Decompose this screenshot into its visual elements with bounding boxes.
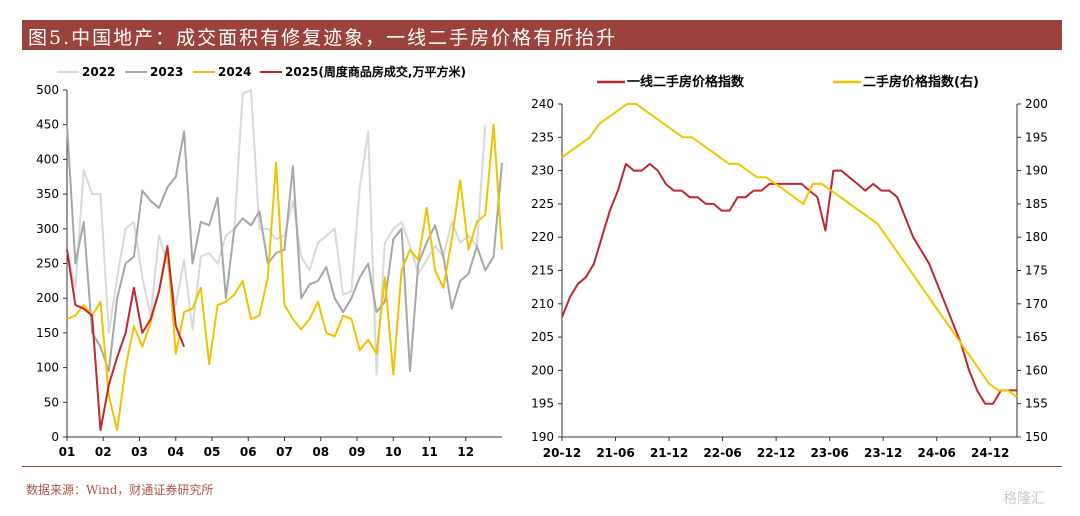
left-y-tick-label: 215 [531, 264, 554, 278]
y-tick-label: 400 [36, 152, 59, 166]
x-tick-label: 09 [349, 445, 366, 459]
x-tick-label: 10 [385, 445, 402, 459]
x-tick-label: 23-12 [864, 446, 902, 460]
x-tick-label: 24-06 [918, 446, 956, 460]
source-note: 数据来源：Wind，财通证券研究所 [26, 483, 214, 497]
right-y-tick-label: 200 [1025, 97, 1048, 111]
right-y-tick-label: 195 [1025, 130, 1048, 144]
right-y-tick-label: 160 [1025, 363, 1048, 377]
legend-label: 2023 [150, 65, 183, 79]
x-tick-label: 03 [131, 445, 148, 459]
series-line-2025 [66, 245, 186, 432]
series-line-right [561, 103, 1018, 398]
left-y-tick-label: 225 [531, 197, 554, 211]
y-tick-label: 150 [36, 326, 59, 340]
left-y-tick-label: 195 [531, 397, 554, 411]
x-tick-label: 23-06 [810, 446, 848, 460]
page-title: 图5.中国地产：成交面积有修复迹象，一线二手房价格有所抬升 [28, 27, 618, 49]
left-y-tick-label: 210 [531, 297, 554, 311]
legend-label: 2025(周度商品房成交,万平方米) [285, 64, 466, 79]
right-y-tick-label: 165 [1025, 330, 1048, 344]
right-y-tick-label: 190 [1025, 164, 1048, 178]
x-tick-label: 24-12 [971, 446, 1009, 460]
y-tick-label: 0 [51, 430, 59, 444]
legend-label: 2024 [218, 65, 251, 79]
x-tick-label: 20-12 [543, 446, 581, 460]
right-y-tick-label: 170 [1025, 297, 1048, 311]
housing-price-index-chart: 190 150 195 155 200 160 205 165 210 170 215 175 220 1… [531, 74, 1048, 460]
series-line-2024 [66, 123, 503, 432]
left-y-tick-label: 230 [531, 164, 554, 178]
y-tick-label: 100 [36, 361, 59, 375]
y-tick-label: 300 [36, 222, 59, 236]
right-y-tick-label: 155 [1025, 397, 1048, 411]
x-tick-label: 05 [204, 445, 221, 459]
right-y-tick-label: 175 [1025, 264, 1048, 278]
x-tick-label: 22-12 [757, 446, 795, 460]
legend-label: 2022 [82, 65, 115, 79]
right-y-tick-label: 185 [1025, 197, 1048, 211]
title-bar: 图5.中国地产：成交面积有修复迹象，一线二手房价格有所抬升 [22, 20, 1062, 50]
left-y-tick-label: 240 [531, 97, 554, 111]
y-tick-label: 200 [36, 291, 59, 305]
left-y-tick-label: 235 [531, 130, 554, 144]
y-tick-label: 350 [36, 187, 59, 201]
x-tick-label: 01 [59, 445, 76, 459]
y-tick-label: 250 [36, 257, 59, 271]
x-tick-label: 11 [421, 445, 438, 459]
left-y-tick-label: 190 [531, 430, 554, 444]
x-tick-label: 04 [167, 445, 184, 459]
series-line-left [561, 162, 1017, 405]
watermark-logo: 格隆汇 [1003, 491, 1045, 507]
x-tick-label: 02 [95, 445, 112, 459]
x-tick-label: 21-06 [596, 446, 634, 460]
weekly-sales-area-chart: 0 50 100 150 200 250 300 350 400 450 500 01 02 03 04 05… [36, 64, 503, 459]
left-y-tick-label: 220 [531, 230, 554, 244]
left-y-tick-label: 200 [531, 363, 554, 377]
y-tick-label: 500 [36, 83, 59, 97]
x-tick-label: 21-12 [650, 446, 688, 460]
x-tick-label: 06 [240, 445, 257, 459]
y-tick-label: 450 [36, 118, 59, 132]
x-tick-label: 07 [276, 445, 293, 459]
right-y-tick-label: 150 [1025, 430, 1048, 444]
left-y-tick-label: 205 [531, 330, 554, 344]
x-tick-label: 08 [312, 445, 329, 459]
right-y-tick-label: 180 [1025, 230, 1048, 244]
x-tick-label: 22-06 [703, 446, 741, 460]
legend-label: 一线二手房价格指数 [627, 74, 745, 90]
source-divider [22, 466, 1062, 467]
y-tick-label: 50 [44, 395, 59, 409]
legend-label: 二手房价格指数(右) [863, 74, 979, 90]
x-tick-label: 12 [457, 445, 474, 459]
series-line-2023 [66, 124, 503, 373]
